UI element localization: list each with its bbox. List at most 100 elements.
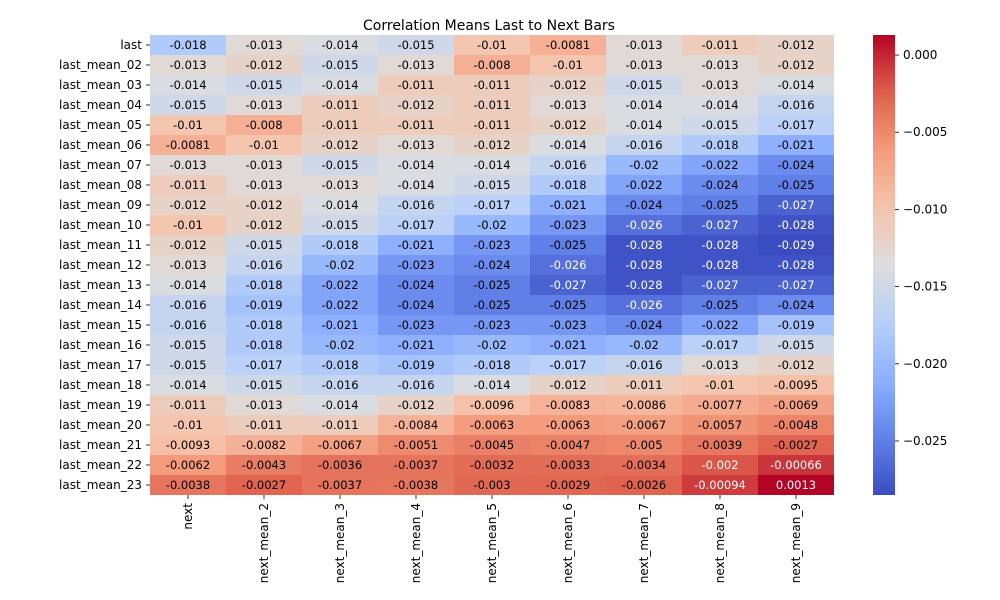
cell-value-label: -0.0062	[166, 458, 210, 472]
heatmap-cell	[682, 215, 758, 235]
heatmap-cell	[226, 475, 302, 495]
cell-value-label: -0.026	[625, 218, 662, 232]
heatmap-cell	[302, 375, 378, 395]
cell-value-label: -0.012	[473, 138, 510, 152]
cell-value-label: -0.028	[777, 258, 814, 272]
cell-value-label: -0.014	[169, 278, 206, 292]
heatmap-cell	[226, 455, 302, 475]
heatmap-cell	[606, 135, 682, 155]
cell-value-label: -0.016	[321, 378, 358, 392]
row-label: last_mean_05	[59, 118, 142, 132]
cell-value-label: -0.015	[397, 38, 434, 52]
heatmap-cell	[530, 175, 606, 195]
heatmap-cell	[454, 35, 530, 55]
colorbar-tick-label: −0.020	[903, 357, 947, 371]
cell-value-label: -0.015	[701, 118, 738, 132]
cell-value-label: -0.0038	[166, 478, 210, 492]
cell-value-label: -0.0084	[394, 418, 438, 432]
heatmap-cell	[530, 135, 606, 155]
heatmap-cell	[226, 195, 302, 215]
cell-value-label: -0.027	[701, 278, 738, 292]
heatmap-cell	[682, 135, 758, 155]
heatmap-cell	[378, 175, 454, 195]
cell-value-label: -0.015	[473, 178, 510, 192]
cell-value-label: -0.023	[473, 238, 510, 252]
cell-value-label: -0.025	[701, 298, 738, 312]
heatmap-cell	[530, 95, 606, 115]
heatmap-cell	[378, 315, 454, 335]
cell-value-label: -0.0081	[546, 38, 590, 52]
heatmap-cell	[226, 35, 302, 55]
row-label: last_mean_04	[59, 98, 142, 112]
cell-value-label: -0.021	[397, 338, 434, 352]
heatmap-cell	[682, 235, 758, 255]
cell-value-label: -0.011	[397, 78, 434, 92]
cell-value-label: -0.011	[625, 378, 662, 392]
heatmap-cell	[454, 455, 530, 475]
row-label: last_mean_17	[59, 358, 142, 372]
cell-value-label: -0.008	[245, 118, 282, 132]
cell-value-label: -0.013	[701, 58, 738, 72]
colorbar-tick-label: 0.000	[903, 48, 937, 62]
cell-value-label: -0.0093	[166, 438, 210, 452]
cell-value-label: -0.0029	[546, 478, 590, 492]
heatmap-cell	[606, 315, 682, 335]
cell-value-label: -0.016	[169, 318, 206, 332]
cell-value-label: -0.012	[397, 398, 434, 412]
cell-value-label: -0.012	[549, 118, 586, 132]
row-label: last_mean_10	[59, 218, 142, 232]
heatmap-cell	[606, 55, 682, 75]
heatmap-cell	[454, 75, 530, 95]
heatmap-cell	[682, 395, 758, 415]
heatmap-cell	[226, 155, 302, 175]
heatmap-cell	[606, 75, 682, 95]
cell-value-label: -0.012	[549, 78, 586, 92]
heatmap-cell	[682, 295, 758, 315]
cell-value-label: -0.0047	[546, 438, 590, 452]
cell-value-label: -0.0063	[546, 418, 590, 432]
row-label: last_mean_07	[59, 158, 142, 172]
cell-value-label: -0.016	[397, 378, 434, 392]
heatmap-cell	[606, 475, 682, 495]
heatmap-cell	[758, 275, 834, 295]
cell-value-label: -0.012	[245, 218, 282, 232]
cell-value-label: -0.027	[549, 278, 586, 292]
cell-value-label: -0.013	[245, 158, 282, 172]
cell-value-label: -0.022	[625, 178, 662, 192]
cell-value-label: -0.014	[549, 138, 586, 152]
heatmap-cell	[302, 255, 378, 275]
heatmap-cell	[378, 275, 454, 295]
cell-value-label: -0.011	[701, 38, 738, 52]
heatmap-cell	[378, 215, 454, 235]
heatmap-cell	[606, 115, 682, 135]
cell-value-label: -0.011	[169, 398, 206, 412]
cell-value-label: -0.025	[473, 278, 510, 292]
row-label: last_mean_11	[59, 238, 142, 252]
cell-value-label: -0.028	[625, 258, 662, 272]
cell-value-label: -0.019	[245, 298, 282, 312]
cell-value-label: -0.0082	[242, 438, 286, 452]
heatmap-cell	[606, 215, 682, 235]
cell-value-label: -0.015	[321, 218, 358, 232]
cell-value-label: -0.014	[473, 158, 510, 172]
cell-value-label: -0.028	[625, 238, 662, 252]
cell-value-label: -0.012	[777, 358, 814, 372]
cell-value-label: -0.0083	[546, 398, 590, 412]
column-label: next_mean_6	[561, 503, 575, 583]
cell-value-label: -0.0045	[470, 438, 514, 452]
cell-value-label: -0.013	[245, 398, 282, 412]
heatmap-cell	[378, 355, 454, 375]
cell-value-label: -0.008	[473, 58, 510, 72]
heatmap-cell	[150, 55, 226, 75]
heatmap-cell	[302, 475, 378, 495]
heatmap-cell	[302, 355, 378, 375]
heatmap-cell	[758, 395, 834, 415]
heatmap-cell	[150, 335, 226, 355]
heatmap-cell	[758, 455, 834, 475]
heatmap-cell	[454, 435, 530, 455]
heatmap-cell	[378, 295, 454, 315]
heatmap-cell	[606, 455, 682, 475]
cell-value-label: -0.014	[321, 38, 358, 52]
cell-value-label: -0.00066	[770, 458, 822, 472]
heatmap-cell	[682, 195, 758, 215]
